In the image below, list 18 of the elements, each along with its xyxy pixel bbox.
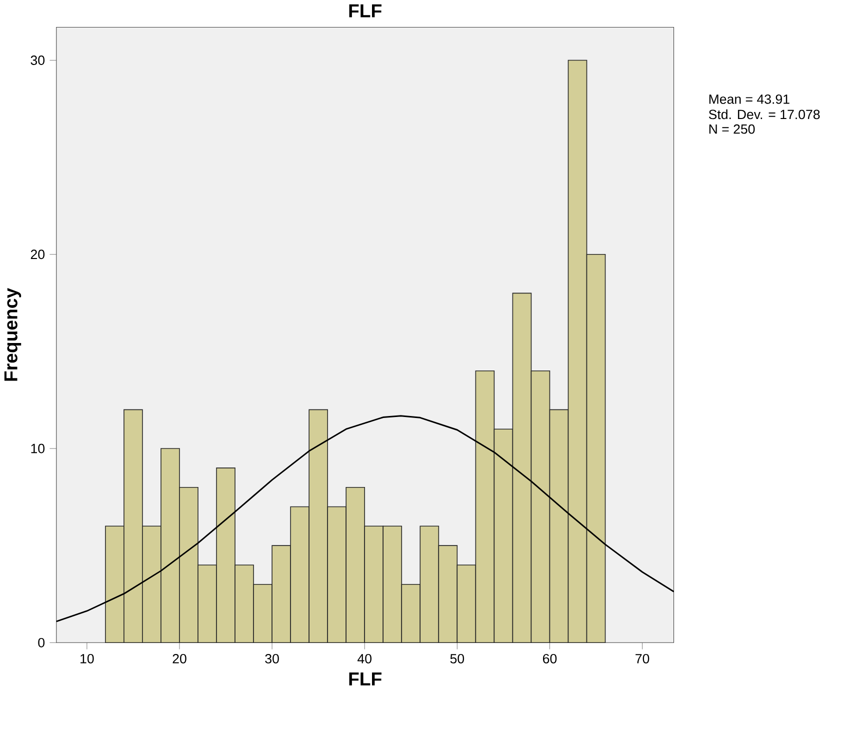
x-tick-label: 20 (172, 654, 186, 664)
y-tick-label: 30 (30, 55, 45, 65)
y-tick-label: 0 (38, 638, 45, 648)
x-tick-label: 40 (358, 654, 372, 664)
y-axis-title: Frequency (4, 288, 22, 381)
x-axis-title: FLF (349, 672, 382, 686)
x-tick-label: 70 (636, 654, 650, 664)
x-tick-label: 30 (265, 654, 279, 664)
text: Mean = 43.91 (709, 94, 790, 104)
x-tick-label: 50 (450, 654, 464, 664)
x-tick-label: 10 (80, 654, 94, 664)
text: Std. Dev. = 17.078 (708, 109, 820, 119)
chart-title: FLF (349, 4, 382, 18)
y-tick-label: 20 (30, 249, 45, 259)
y-tick-label: 10 (31, 444, 45, 453)
line-series (56, 414, 674, 622)
text: N = 250 (709, 124, 755, 134)
x-tick-label: 60 (543, 654, 557, 664)
